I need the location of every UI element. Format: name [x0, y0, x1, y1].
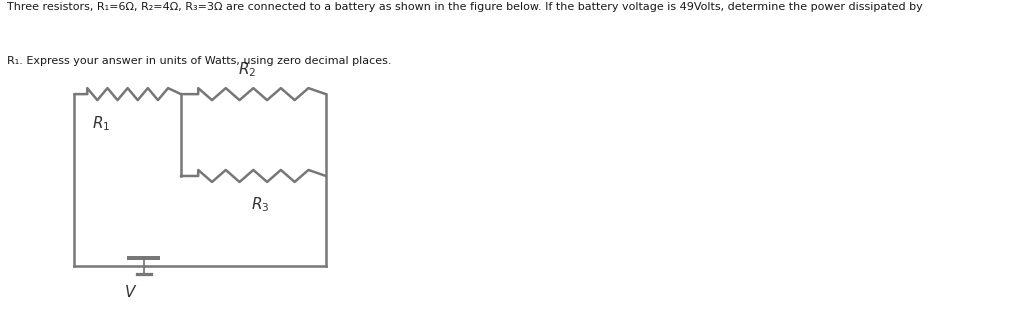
Text: R₁. Express your answer in units of Watts, using zero decimal places.: R₁. Express your answer in units of Watt… [7, 56, 392, 66]
Text: $R_1$: $R_1$ [92, 115, 110, 133]
Text: $R_2$: $R_2$ [237, 60, 256, 79]
Text: Three resistors, R₁=6Ω, R₂=4Ω, R₃=3Ω are connected to a battery as shown in the : Three resistors, R₁=6Ω, R₂=4Ω, R₃=3Ω are… [7, 2, 923, 11]
Text: $R_3$: $R_3$ [251, 195, 269, 214]
Text: $V$: $V$ [124, 284, 137, 300]
